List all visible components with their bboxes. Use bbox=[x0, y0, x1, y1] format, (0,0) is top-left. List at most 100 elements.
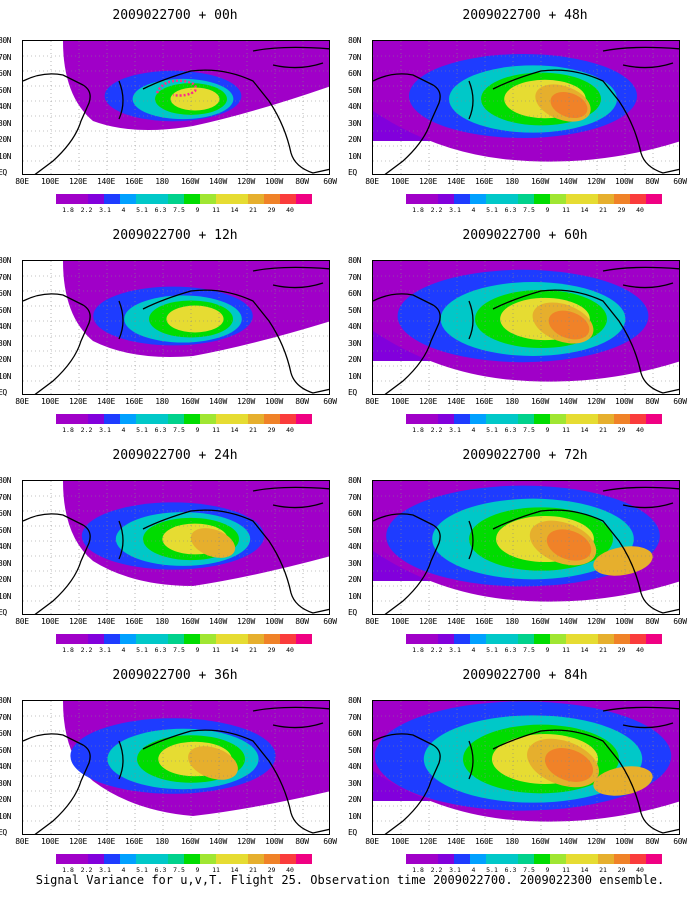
colorbar-labels: 1.8 2.2 3.1 4 5.1 6.3 7.5 9 11 14 21 29 40 bbox=[406, 426, 670, 436]
forecast-panel: 2009022700 + 00h 80N 70N 60N 50N 40N 30N 20N 10N… bbox=[0, 0, 350, 225]
colorbar-label: 1.8 bbox=[412, 646, 424, 654]
x-tick-label: 100W bbox=[264, 177, 284, 186]
colorbar-label: 40 bbox=[286, 646, 294, 654]
panel-title: 2009022700 + 36h bbox=[112, 668, 238, 683]
y-tick-label: 20N bbox=[348, 355, 361, 364]
x-tick-label: 80E bbox=[15, 617, 29, 626]
colorbar-swatch bbox=[646, 634, 662, 644]
colorbar-swatch bbox=[598, 194, 614, 204]
contour-blob bbox=[190, 528, 236, 558]
colorbar-label: 5.1 bbox=[486, 866, 498, 874]
panel-title: 2009022700 + 72h bbox=[462, 448, 588, 463]
colorbar-swatch bbox=[646, 854, 662, 864]
forecast-panel: 2009022700 + 12h 80N 70N 60N 50N 40N 30N 20N 10N… bbox=[0, 220, 350, 445]
y-tick-label: 20N bbox=[0, 355, 11, 364]
colorbar-label: 21 bbox=[249, 866, 257, 874]
colorbar-swatch bbox=[264, 634, 280, 644]
x-tick-label: 160E bbox=[124, 617, 144, 626]
colorbar-swatch bbox=[216, 634, 232, 644]
variance-map bbox=[22, 40, 330, 175]
y-tick-label: 80N bbox=[348, 36, 361, 45]
colorbar-label: 14 bbox=[580, 426, 589, 434]
colorbar-swatch bbox=[630, 854, 646, 864]
colorbar-label: 5.1 bbox=[136, 426, 148, 434]
x-tick-label: 180 bbox=[505, 837, 519, 846]
y-tick-label: 40N bbox=[348, 542, 361, 551]
colorbar-swatch bbox=[550, 854, 566, 864]
colorbar-label: 40 bbox=[636, 646, 644, 654]
figure-caption: Signal Variance for u,v,T. Flight 25. Ob… bbox=[35, 873, 665, 887]
x-tick-label: 140E bbox=[96, 837, 116, 846]
colorbar-label: 6.3 bbox=[154, 206, 167, 214]
x-tick-label: 100E bbox=[40, 397, 60, 406]
colorbar-swatch bbox=[614, 194, 630, 204]
forecast-panel: 2009022700 + 72h 80N 70N 60N 50N 40N 30N 20N 10N… bbox=[348, 440, 700, 665]
colorbar-label: 21 bbox=[599, 866, 607, 874]
colorbar-swatch bbox=[422, 634, 438, 644]
colorbar-label: 3.1 bbox=[99, 426, 111, 434]
colorbar-swatch bbox=[486, 634, 502, 644]
y-tick-label: 20N bbox=[348, 135, 361, 144]
colorbar-swatch bbox=[534, 194, 550, 204]
x-tick-label: 100E bbox=[40, 617, 60, 626]
colorbar-swatch bbox=[502, 854, 518, 864]
colorbar-label: 29 bbox=[267, 646, 276, 654]
colorbar-swatch bbox=[136, 854, 152, 864]
x-tick-label: 120E bbox=[418, 397, 438, 406]
x-tick-label: 180 bbox=[155, 177, 169, 186]
y-tick-label: 70N bbox=[0, 52, 11, 62]
y-tick-label: 30N bbox=[0, 338, 11, 348]
colorbar-label: 1.8 bbox=[62, 426, 74, 434]
x-tick-label: 160W bbox=[530, 177, 550, 186]
colorbar-label: 3.1 bbox=[449, 866, 461, 874]
panel-title: 2009022700 + 60h bbox=[462, 228, 588, 243]
x-tick-label: 60W bbox=[673, 617, 687, 626]
x-tick-label: 80W bbox=[645, 617, 659, 626]
colorbar-label: 9 bbox=[545, 866, 550, 874]
colorbar-label: 5.1 bbox=[136, 206, 148, 214]
panel-title: 2009022700 + 48h bbox=[462, 8, 588, 23]
x-tick-label: 60W bbox=[323, 837, 337, 846]
colorbar-swatch bbox=[248, 414, 264, 424]
colorbar-label: 6.3 bbox=[504, 646, 517, 654]
colorbar-swatch bbox=[422, 414, 438, 424]
x-tick-label: 140E bbox=[96, 397, 116, 406]
colorbar-labels: 1.8 2.2 3.1 4 5.1 6.3 7.5 9 11 14 21 29 40 bbox=[56, 206, 320, 216]
colorbar-swatch bbox=[630, 414, 646, 424]
forecast-panel: 2009022700 + 48h 80N 70N 60N 50N 40N 30N 20N 10N… bbox=[348, 0, 700, 225]
y-tick-label: 40N bbox=[0, 542, 11, 551]
y-tick-label: 70N bbox=[348, 712, 361, 722]
colorbar-swatch bbox=[136, 414, 152, 424]
colorbar bbox=[56, 194, 312, 204]
colorbar-label: 29 bbox=[267, 206, 276, 214]
colorbar-swatch bbox=[264, 194, 280, 204]
coastline bbox=[373, 266, 679, 394]
x-tick-label: 120E bbox=[68, 177, 88, 186]
colorbar-swatch bbox=[534, 414, 550, 424]
colorbar-swatch bbox=[296, 414, 312, 424]
colorbar-swatch bbox=[264, 854, 280, 864]
colorbar-label: 3.1 bbox=[449, 646, 461, 654]
colorbar-swatch bbox=[104, 854, 120, 864]
colorbar-swatch bbox=[550, 194, 566, 204]
colorbar-swatch bbox=[184, 854, 200, 864]
colorbar-swatch bbox=[518, 634, 534, 644]
colorbar-label: 9 bbox=[545, 426, 550, 434]
x-tick-label: 160E bbox=[124, 837, 144, 846]
y-tick-label: 10N bbox=[348, 591, 361, 601]
panel-title: 2009022700 + 84h bbox=[462, 668, 588, 683]
colorbar-label: 7.5 bbox=[523, 646, 535, 654]
x-tick-label: 180 bbox=[155, 617, 169, 626]
y-tick-label: 60N bbox=[348, 729, 361, 738]
y-tick-label: 60N bbox=[0, 729, 11, 738]
colorbar-label: 4 bbox=[471, 426, 476, 434]
x-tick-label: 180 bbox=[505, 177, 519, 186]
x-tick-label: 80W bbox=[295, 617, 309, 626]
colorbar-swatch bbox=[470, 854, 486, 864]
colorbar-swatch bbox=[582, 414, 598, 424]
y-tick-label: 50N bbox=[0, 85, 11, 95]
x-tick-label: 60W bbox=[323, 397, 337, 406]
x-tick-label: 120W bbox=[236, 397, 256, 406]
colorbar-label: 1.8 bbox=[62, 866, 74, 874]
y-tick-label: 40N bbox=[0, 762, 11, 771]
